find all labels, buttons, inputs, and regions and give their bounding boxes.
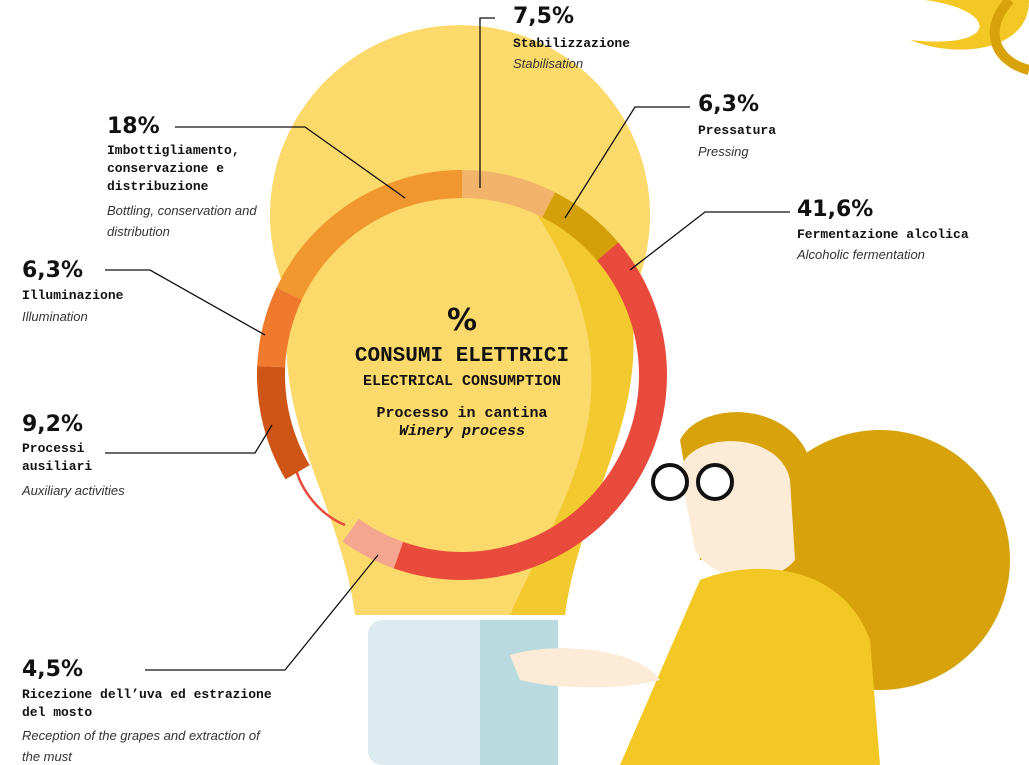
bulb-shade <box>510 190 634 615</box>
caption-en: Winery process <box>398 423 526 440</box>
sweater <box>620 568 880 765</box>
value-label: 41,6% <box>797 197 874 222</box>
bulb-base-shade <box>480 620 558 765</box>
value-label: 4,5% <box>22 657 84 682</box>
leader-line <box>479 17 495 188</box>
category-label: Fermentazione alcolica <box>797 227 969 242</box>
value-label: 7,5% <box>513 4 575 29</box>
glasses <box>651 463 689 501</box>
leader-line <box>105 424 273 454</box>
bulb <box>270 25 650 616</box>
donut-segment <box>393 242 667 580</box>
chart-subtitle: ELECTRICAL CONSUMPTION <box>362 373 562 390</box>
chart-title: CONSUMI ELETTRICI <box>354 345 570 368</box>
leader-line <box>564 106 690 219</box>
category-label: Stabilizzazione <box>513 36 631 51</box>
value-label: 6,3% <box>22 258 84 283</box>
donut-segment <box>542 192 619 261</box>
donut-segment <box>276 170 462 300</box>
donut-segment <box>257 287 302 368</box>
donut-segment <box>257 365 310 480</box>
face <box>680 441 795 579</box>
donut-segment <box>462 170 556 218</box>
leader-line <box>145 554 379 671</box>
category-label: Imbottigliamento, conservazione e distri… <box>107 143 240 194</box>
center-symbol: % <box>446 303 478 338</box>
category-label-en: Pressing <box>698 144 749 159</box>
value-label: 18% <box>107 114 160 139</box>
leader-line <box>105 269 266 336</box>
decor <box>910 0 1029 50</box>
category-label: Pressatura <box>698 123 777 138</box>
leader-line <box>175 126 406 199</box>
category-label: Illuminazione <box>22 288 124 303</box>
category-label: Ricezione dell’uva ed estrazione del mos… <box>22 687 272 720</box>
category-label-en: Illumination <box>22 309 88 324</box>
category-label-en: Reception of the grapes and extraction o… <box>22 728 260 764</box>
caption: Processo in cantina <box>376 405 548 422</box>
donut-segment <box>342 518 404 569</box>
category-label-en: Auxiliary activities <box>22 483 125 498</box>
value-label: 9,2% <box>22 412 84 437</box>
value-label: 6,3% <box>698 92 760 117</box>
hand <box>510 648 660 688</box>
category-label-en: Alcoholic fermentation <box>797 247 925 262</box>
leader-line <box>629 211 790 271</box>
category-label-en: Stabilisation <box>513 56 584 71</box>
category-label-en: Bottling, conservation and distribution <box>107 203 257 239</box>
decor <box>989 0 1029 75</box>
glasses <box>696 463 734 501</box>
category-label: Processi ausiliari <box>22 441 93 474</box>
